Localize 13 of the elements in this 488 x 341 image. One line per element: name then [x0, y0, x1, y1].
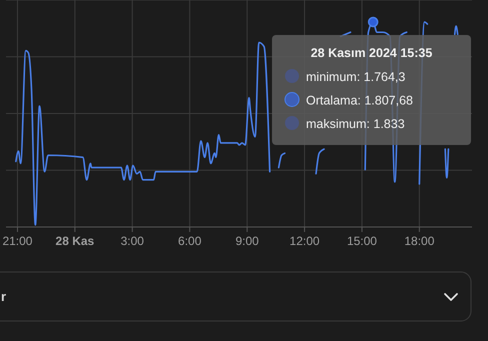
x-tick-label: 6:00: [178, 234, 202, 248]
annotation: maksimum: 1.833: [306, 117, 405, 131]
annotation: minimum: 1.764,3: [306, 70, 406, 84]
x-tick-label: 9:00: [235, 234, 260, 248]
x-tick-label: 21:00: [2, 234, 33, 248]
x-tick-label: 12:00: [290, 234, 320, 248]
x-tick-label: 3:00: [120, 234, 144, 248]
x-tick-label: 15:00: [346, 234, 378, 248]
annotation: Ortalama: 1.807,68: [306, 94, 414, 108]
x-tick-label: 18:00: [404, 234, 435, 248]
annotation: 28 Kasım 2024 15:35: [310, 46, 432, 60]
text: r: [1, 289, 6, 304]
x-tick-label: 28 Kas: [56, 234, 95, 248]
